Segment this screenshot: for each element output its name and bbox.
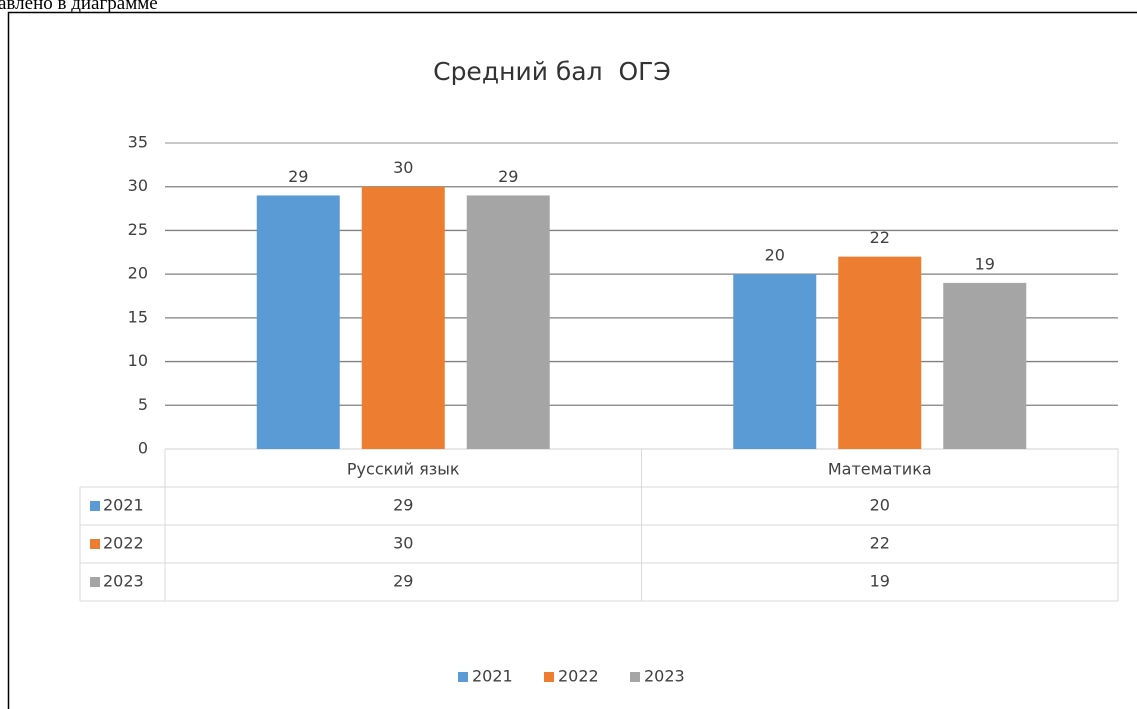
- y-tick-label: 20: [128, 264, 148, 283]
- legend-key: [630, 672, 640, 682]
- data-label: 22: [870, 228, 890, 247]
- table-value: 30: [393, 534, 413, 553]
- table-value: 29: [393, 572, 413, 591]
- x-tick-label: Русский язык: [347, 460, 460, 479]
- legend-label: 2021: [472, 667, 513, 686]
- x-tick-label: Математика: [828, 460, 932, 479]
- table-value: 20: [870, 496, 890, 515]
- table-legend-key: [90, 577, 100, 587]
- table-legend-key: [90, 501, 100, 511]
- legend-label: 2022: [558, 667, 599, 686]
- data-label: 20: [765, 246, 785, 265]
- table-legend-key: [90, 539, 100, 549]
- y-tick-label: 25: [128, 220, 148, 239]
- table-value: 29: [393, 496, 413, 515]
- table-series-name: 2023: [103, 572, 144, 591]
- y-tick-label: 15: [128, 307, 148, 326]
- legend-label: 2023: [644, 667, 685, 686]
- data-label: 29: [288, 167, 308, 186]
- legend-key: [544, 672, 554, 682]
- data-label: 19: [975, 254, 995, 273]
- y-tick-label: 35: [128, 133, 148, 152]
- table-value: 19: [870, 572, 890, 591]
- bar: [361, 186, 445, 449]
- table-series-name: 2022: [103, 534, 144, 553]
- y-tick-label: 0: [138, 439, 148, 458]
- y-tick-label: 10: [128, 351, 148, 370]
- bar: [466, 195, 550, 449]
- context-text: авлено в диаграмме: [0, 0, 158, 14]
- legend-key: [458, 672, 468, 682]
- data-label: 29: [498, 167, 518, 186]
- y-tick-label: 30: [128, 176, 148, 195]
- table-series-name: 2021: [103, 496, 144, 515]
- bar: [733, 274, 817, 449]
- bar: [838, 256, 922, 449]
- data-label: 30: [393, 158, 413, 177]
- y-tick-label: 5: [138, 395, 148, 414]
- bar: [256, 195, 340, 449]
- bar: [943, 282, 1027, 449]
- chart-title: Средний бал ОГЭ: [433, 57, 671, 86]
- table-value: 22: [870, 534, 890, 553]
